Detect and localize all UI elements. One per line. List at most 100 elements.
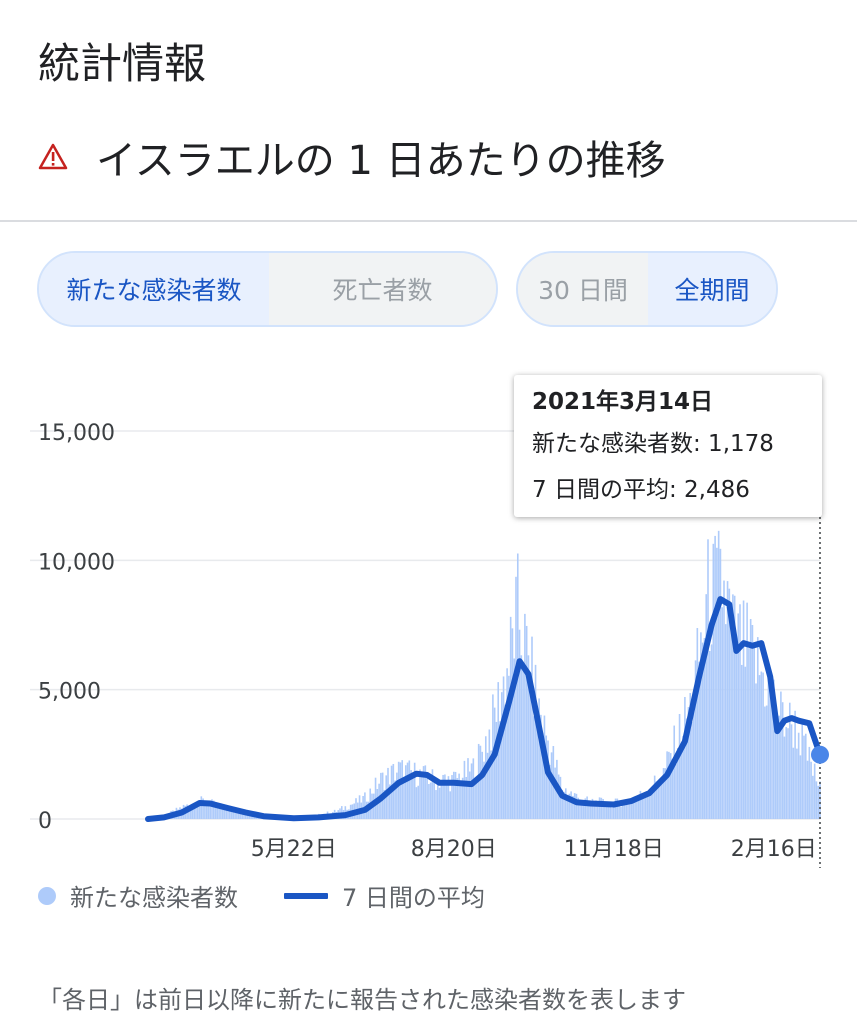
- case-bar: [554, 767, 556, 819]
- case-bar: [561, 789, 564, 819]
- case-bar: [703, 638, 706, 819]
- case-bar: [513, 658, 516, 819]
- divider: [0, 220, 857, 222]
- toggle-all-time[interactable]: 全期間: [648, 253, 776, 325]
- case-bar: [673, 725, 676, 819]
- case-bar: [728, 588, 731, 819]
- toggle-new-cases[interactable]: 新たな感染者数: [39, 253, 269, 325]
- case-bar: [669, 753, 672, 819]
- case-bar: [705, 594, 708, 819]
- case-bar: [465, 776, 468, 819]
- case-bar: [577, 797, 580, 819]
- metric-toggle: 新たな感染者数 死亡者数: [37, 251, 498, 327]
- case-bar: [751, 625, 754, 819]
- case-bar: [758, 675, 761, 819]
- case-bar: [660, 780, 663, 819]
- case-bar: [756, 637, 759, 819]
- case-bar: [428, 784, 430, 819]
- case-bar: [410, 770, 412, 819]
- case-bar: [516, 553, 519, 819]
- section-title: 統計情報: [38, 39, 207, 88]
- case-bar: [515, 576, 517, 819]
- case-bar: [225, 806, 228, 819]
- case-bar: [671, 758, 674, 819]
- y-tick-label: 15,000: [38, 421, 115, 446]
- y-tick-label: 10,000: [38, 550, 115, 575]
- case-bar: [767, 676, 770, 819]
- case-bar: [714, 535, 716, 819]
- case-bar: [419, 769, 421, 819]
- case-bar: [732, 594, 734, 819]
- case-bar: [223, 809, 226, 819]
- case-bar: [790, 724, 793, 819]
- case-bar: [476, 777, 478, 819]
- case-bar: [508, 675, 510, 819]
- tooltip-avg: 7 日間の平均: 2,486: [532, 477, 750, 503]
- case-bar: [221, 807, 224, 819]
- warning-triangle-icon[interactable]: [38, 142, 68, 172]
- case-bar: [188, 805, 190, 819]
- case-bar: [538, 698, 540, 819]
- case-bar: [440, 781, 443, 819]
- highlight-point: [811, 745, 829, 764]
- case-bar: [721, 607, 724, 819]
- case-bar: [801, 724, 804, 819]
- case-bar: [452, 771, 455, 819]
- x-tick-label: 2月16日: [731, 837, 817, 862]
- case-bar: [604, 804, 606, 819]
- case-bar: [550, 752, 553, 819]
- case-bar: [557, 774, 560, 819]
- case-bar: [794, 710, 796, 819]
- case-bar: [765, 705, 768, 819]
- case-bar: [675, 763, 677, 819]
- case-bar: [255, 817, 258, 819]
- case-bar: [710, 644, 713, 819]
- case-bar: [685, 718, 688, 819]
- case-bar: [796, 748, 798, 819]
- case-bar: [815, 781, 818, 819]
- case-bar: [563, 791, 565, 819]
- case-bar: [509, 616, 512, 819]
- case-bar: [397, 761, 400, 819]
- case-bar: [584, 798, 587, 819]
- case-bar: [239, 810, 242, 819]
- chart-title: イスラエルの 1 日あたりの推移: [96, 138, 666, 184]
- case-bar: [204, 803, 206, 819]
- case-bar: [593, 803, 596, 819]
- legend-bars-label: 新たな感染者数: [70, 884, 238, 912]
- case-bar: [504, 704, 507, 819]
- case-bar: [655, 781, 658, 819]
- case-bar: [511, 628, 514, 819]
- case-bar: [500, 692, 503, 819]
- case-bar: [664, 768, 667, 819]
- case-bar: [488, 729, 491, 819]
- tooltip-date: 2021年3月14日: [532, 389, 714, 415]
- case-bar: [433, 778, 436, 819]
- case-bar: [625, 799, 628, 819]
- case-bar: [404, 765, 407, 819]
- case-bar: [696, 628, 699, 819]
- chart-tooltip: 2021年3月14日 新たな感染者数: 1,178 7 日間の平均: 2,486: [514, 375, 822, 517]
- case-bar: [808, 746, 811, 819]
- case-bar: [806, 760, 809, 819]
- toggle-deaths[interactable]: 死亡者数: [269, 253, 496, 325]
- case-bar: [787, 728, 789, 819]
- case-bar: [575, 793, 578, 819]
- case-bar: [636, 798, 638, 819]
- case-bar: [522, 669, 524, 819]
- case-bar: [529, 695, 532, 819]
- case-bar: [735, 651, 738, 819]
- case-bar: [230, 809, 233, 819]
- case-bar: [744, 666, 747, 819]
- case-bar: [570, 791, 572, 819]
- case-bar: [253, 816, 256, 819]
- cases-chart[interactable]: 0 5,000 10,000 15,000 5月22日 8月20日 11月18日 2月16日: [0, 360, 857, 870]
- case-bar: [479, 745, 482, 819]
- case-bar: [644, 792, 647, 819]
- case-bar: [692, 703, 695, 819]
- toggle-30-days[interactable]: 30 日間: [518, 253, 648, 325]
- case-bar: [499, 721, 501, 819]
- case-bar: [589, 800, 592, 819]
- legend-line-label: 7 日間の平均: [342, 884, 485, 912]
- case-bar: [648, 790, 651, 819]
